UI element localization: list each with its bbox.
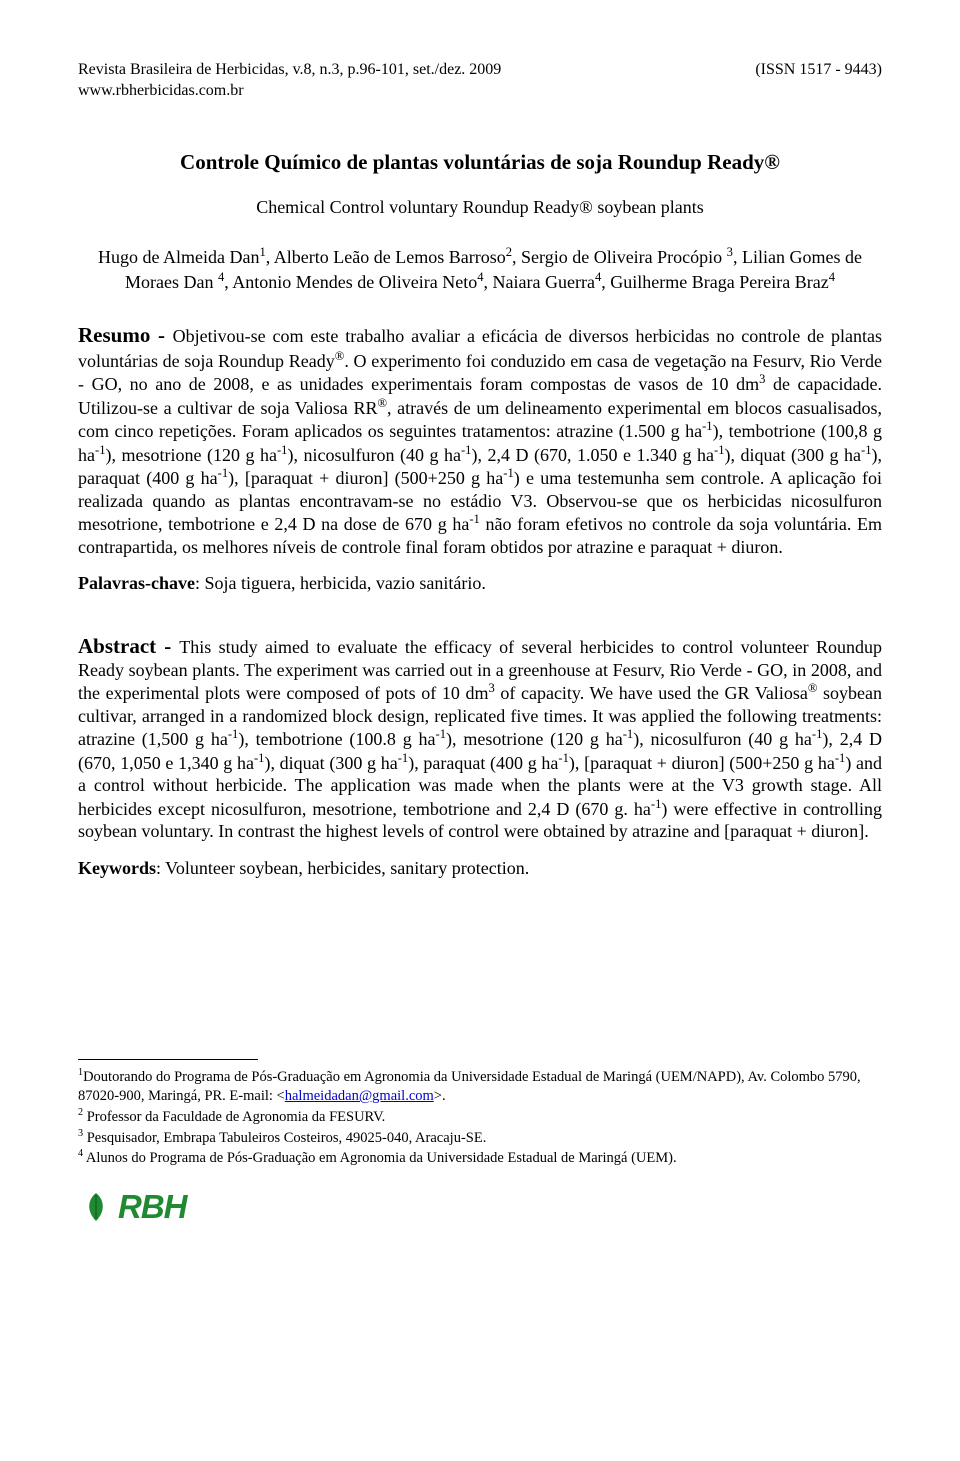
keywords-text: : Volunteer soybean, herbicides, sanitar… <box>156 858 529 878</box>
journal-line: Revista Brasileira de Herbicidas, v.8, n… <box>78 60 501 81</box>
abstract-text: This study aimed to evaluate the efficac… <box>78 637 882 842</box>
issn-line: (ISSN 1517 - 9443) <box>755 60 882 81</box>
palavras-chave-block: Palavras-chave: Soja tiguera, herbicida,… <box>78 572 882 595</box>
palavras-label: Palavras-chave <box>78 573 195 593</box>
footnote-3: 3 Pesquisador, Embrapa Tabuleiros Costei… <box>78 1127 882 1148</box>
footnote-4: 4 Alunos do Programa de Pós-Graduação em… <box>78 1147 882 1168</box>
resumo-block: Resumo - Objetivou-se com este trabalho … <box>78 322 882 558</box>
leaf-icon <box>78 1189 114 1225</box>
footnote-separator <box>78 1059 258 1060</box>
header-left: Revista Brasileira de Herbicidas, v.8, n… <box>78 60 501 102</box>
article-subtitle: Chemical Control voluntary Roundup Ready… <box>78 197 882 218</box>
abstract-block: Abstract - This study aimed to evaluate … <box>78 633 882 843</box>
spacer <box>78 609 882 633</box>
header-right: (ISSN 1517 - 9443) <box>755 60 882 102</box>
article-title: Controle Químico de plantas voluntárias … <box>78 150 882 175</box>
keywords-label: Keywords <box>78 858 156 878</box>
palavras-text: : Soja tiguera, herbicida, vazio sanitár… <box>195 573 486 593</box>
footnotes-block: 1Doutorando do Programa de Pós-Graduação… <box>78 1066 882 1168</box>
keywords-block: Keywords: Volunteer soybean, herbicides,… <box>78 857 882 880</box>
site-line: www.rbherbicidas.com.br <box>78 81 501 102</box>
footnote-1: 1Doutorando do Programa de Pós-Graduação… <box>78 1066 882 1106</box>
resumo-label: Resumo - <box>78 323 173 347</box>
authors-line: Hugo de Almeida Dan1, Alberto Leão de Le… <box>78 244 882 295</box>
abstract-label: Abstract - <box>78 634 179 658</box>
footnote-2: 2 Professor da Faculdade de Agronomia da… <box>78 1106 882 1127</box>
page-container: Revista Brasileira de Herbicidas, v.8, n… <box>0 0 960 1256</box>
resumo-text: Objetivou-se com este trabalho avaliar a… <box>78 326 882 556</box>
page-header: Revista Brasileira de Herbicidas, v.8, n… <box>78 60 882 102</box>
journal-logo: RBH <box>78 1188 882 1226</box>
logo-text: RBH <box>118 1188 187 1226</box>
